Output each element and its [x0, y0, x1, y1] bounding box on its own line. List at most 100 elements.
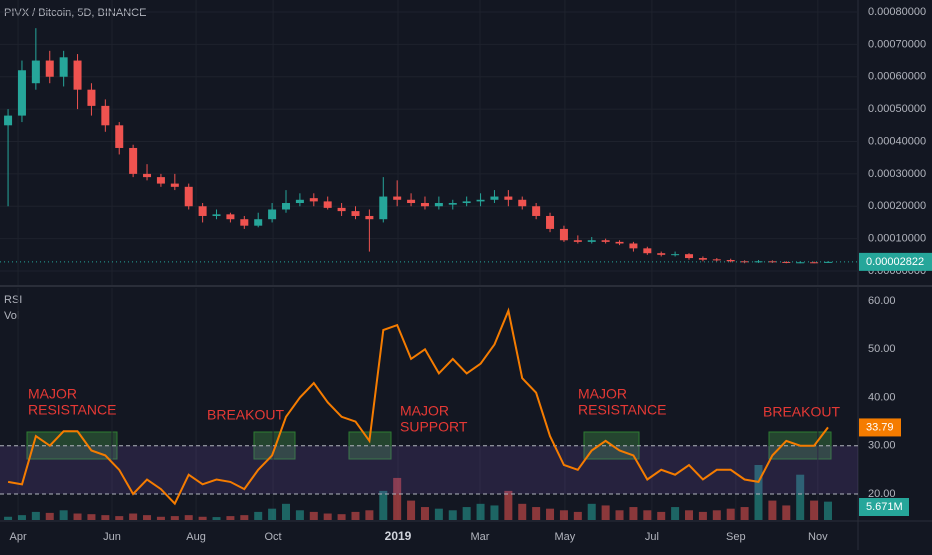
- volume-bar: [156, 516, 165, 520]
- candle-body: [4, 115, 13, 126]
- volume-bar: [143, 515, 152, 520]
- candle-body: [254, 219, 263, 226]
- y-tick-label: 0.00070000: [868, 38, 926, 50]
- candle-body: [268, 209, 277, 220]
- price-tag: [859, 252, 932, 271]
- candle-body: [532, 206, 541, 216]
- volume-bar: [254, 511, 263, 520]
- annotation: MAJOR: [400, 403, 449, 419]
- volume-bar: [559, 510, 568, 520]
- x-tick-label: Jun: [103, 531, 121, 543]
- candle-body: [546, 215, 555, 229]
- candle-body: [518, 199, 527, 207]
- y-tick-label: 0.00060000: [868, 71, 926, 83]
- volume-bar: [768, 500, 777, 520]
- y-tick-label: 20.00: [868, 488, 896, 500]
- volume-bar: [698, 511, 707, 520]
- x-tick-label: Jul: [645, 531, 659, 543]
- volume-bar: [323, 513, 332, 520]
- candle-body: [101, 105, 110, 126]
- volume-bar: [420, 507, 429, 520]
- volume-bar: [615, 510, 624, 520]
- y-tick-label: 0.00050000: [868, 103, 926, 115]
- volume-bar: [282, 503, 290, 520]
- candle-body: [712, 259, 721, 261]
- candle-body: [823, 261, 832, 263]
- volume-bar: [101, 515, 110, 520]
- volume-bar: [823, 501, 832, 520]
- volume-bar: [17, 515, 26, 520]
- volume-bar: [810, 500, 819, 520]
- volume-bar: [4, 516, 13, 520]
- candle-body: [726, 260, 735, 262]
- candle-body: [170, 183, 179, 187]
- candle-body: [282, 203, 290, 210]
- candle-body: [657, 253, 666, 255]
- y-tick-label: 0.00080000: [868, 6, 926, 18]
- volume-bar: [685, 510, 694, 520]
- candle-body: [295, 199, 304, 204]
- candle-body: [393, 196, 402, 200]
- candle-body: [365, 215, 374, 220]
- volume-bar: [87, 514, 96, 520]
- candle-body: [198, 206, 207, 216]
- candle-body: [448, 203, 457, 205]
- annotation: MAJOR: [578, 386, 627, 402]
- annotation: SUPPORT: [400, 419, 468, 435]
- annotation: BREAKOUT: [207, 407, 284, 423]
- volume-bar: [601, 505, 610, 520]
- y-tick-label: 0.00030000: [868, 168, 926, 180]
- volume-bar: [309, 511, 318, 520]
- candle-body: [226, 214, 235, 220]
- y-tick-label: 0.00040000: [868, 135, 926, 147]
- volume-bar: [490, 505, 499, 520]
- volume-bar: [115, 516, 124, 520]
- volume-bar: [365, 510, 374, 520]
- volume-bar: [671, 507, 680, 520]
- x-tick-label: Sep: [726, 531, 746, 543]
- candle-body: [323, 201, 332, 208]
- candle-body: [379, 196, 388, 220]
- candle-body: [504, 196, 513, 200]
- candle-body: [601, 240, 610, 242]
- annotation: MAJOR: [28, 386, 77, 402]
- candle-body: [17, 70, 26, 116]
- volume-bar: [754, 465, 763, 520]
- volume-bar: [31, 511, 40, 520]
- volume-bar: [518, 503, 527, 520]
- volume-bar: [546, 508, 555, 520]
- volume-bar: [59, 510, 68, 520]
- grid: [0, 0, 858, 520]
- candle-body: [337, 207, 346, 212]
- volume-bar: [268, 508, 277, 520]
- volume-bar: [712, 510, 721, 520]
- volume-bar: [184, 515, 193, 520]
- volume-tag-label: 5.671M: [866, 501, 903, 513]
- rsi-tag-label: 33.79: [866, 421, 894, 433]
- candle-body: [240, 219, 249, 226]
- candle-body: [782, 261, 791, 263]
- volume-bar: [240, 515, 249, 520]
- x-tick-label: Oct: [265, 531, 282, 543]
- volume-bar: [212, 517, 221, 520]
- candle-body: [587, 240, 596, 242]
- volume-bar: [740, 507, 749, 520]
- candle-body: [351, 211, 360, 216]
- y-tick-label: 0.00010000: [868, 233, 926, 245]
- volume-bar: [73, 513, 82, 520]
- volume-bar: [643, 510, 652, 520]
- volume-bar: [462, 507, 471, 520]
- candle-body: [573, 240, 582, 242]
- candle-body: [643, 248, 652, 254]
- volume-bar: [198, 516, 207, 520]
- price-tag-label: 0.00002822: [866, 256, 924, 268]
- volume-bar: [573, 511, 582, 520]
- x-tick-label: Mar: [471, 531, 490, 543]
- volume-bar: [170, 516, 179, 520]
- volume-bar: [629, 507, 638, 520]
- candle-body: [420, 203, 429, 207]
- candle-body: [476, 199, 485, 202]
- volume-bar: [782, 505, 791, 520]
- candle-body: [796, 262, 805, 264]
